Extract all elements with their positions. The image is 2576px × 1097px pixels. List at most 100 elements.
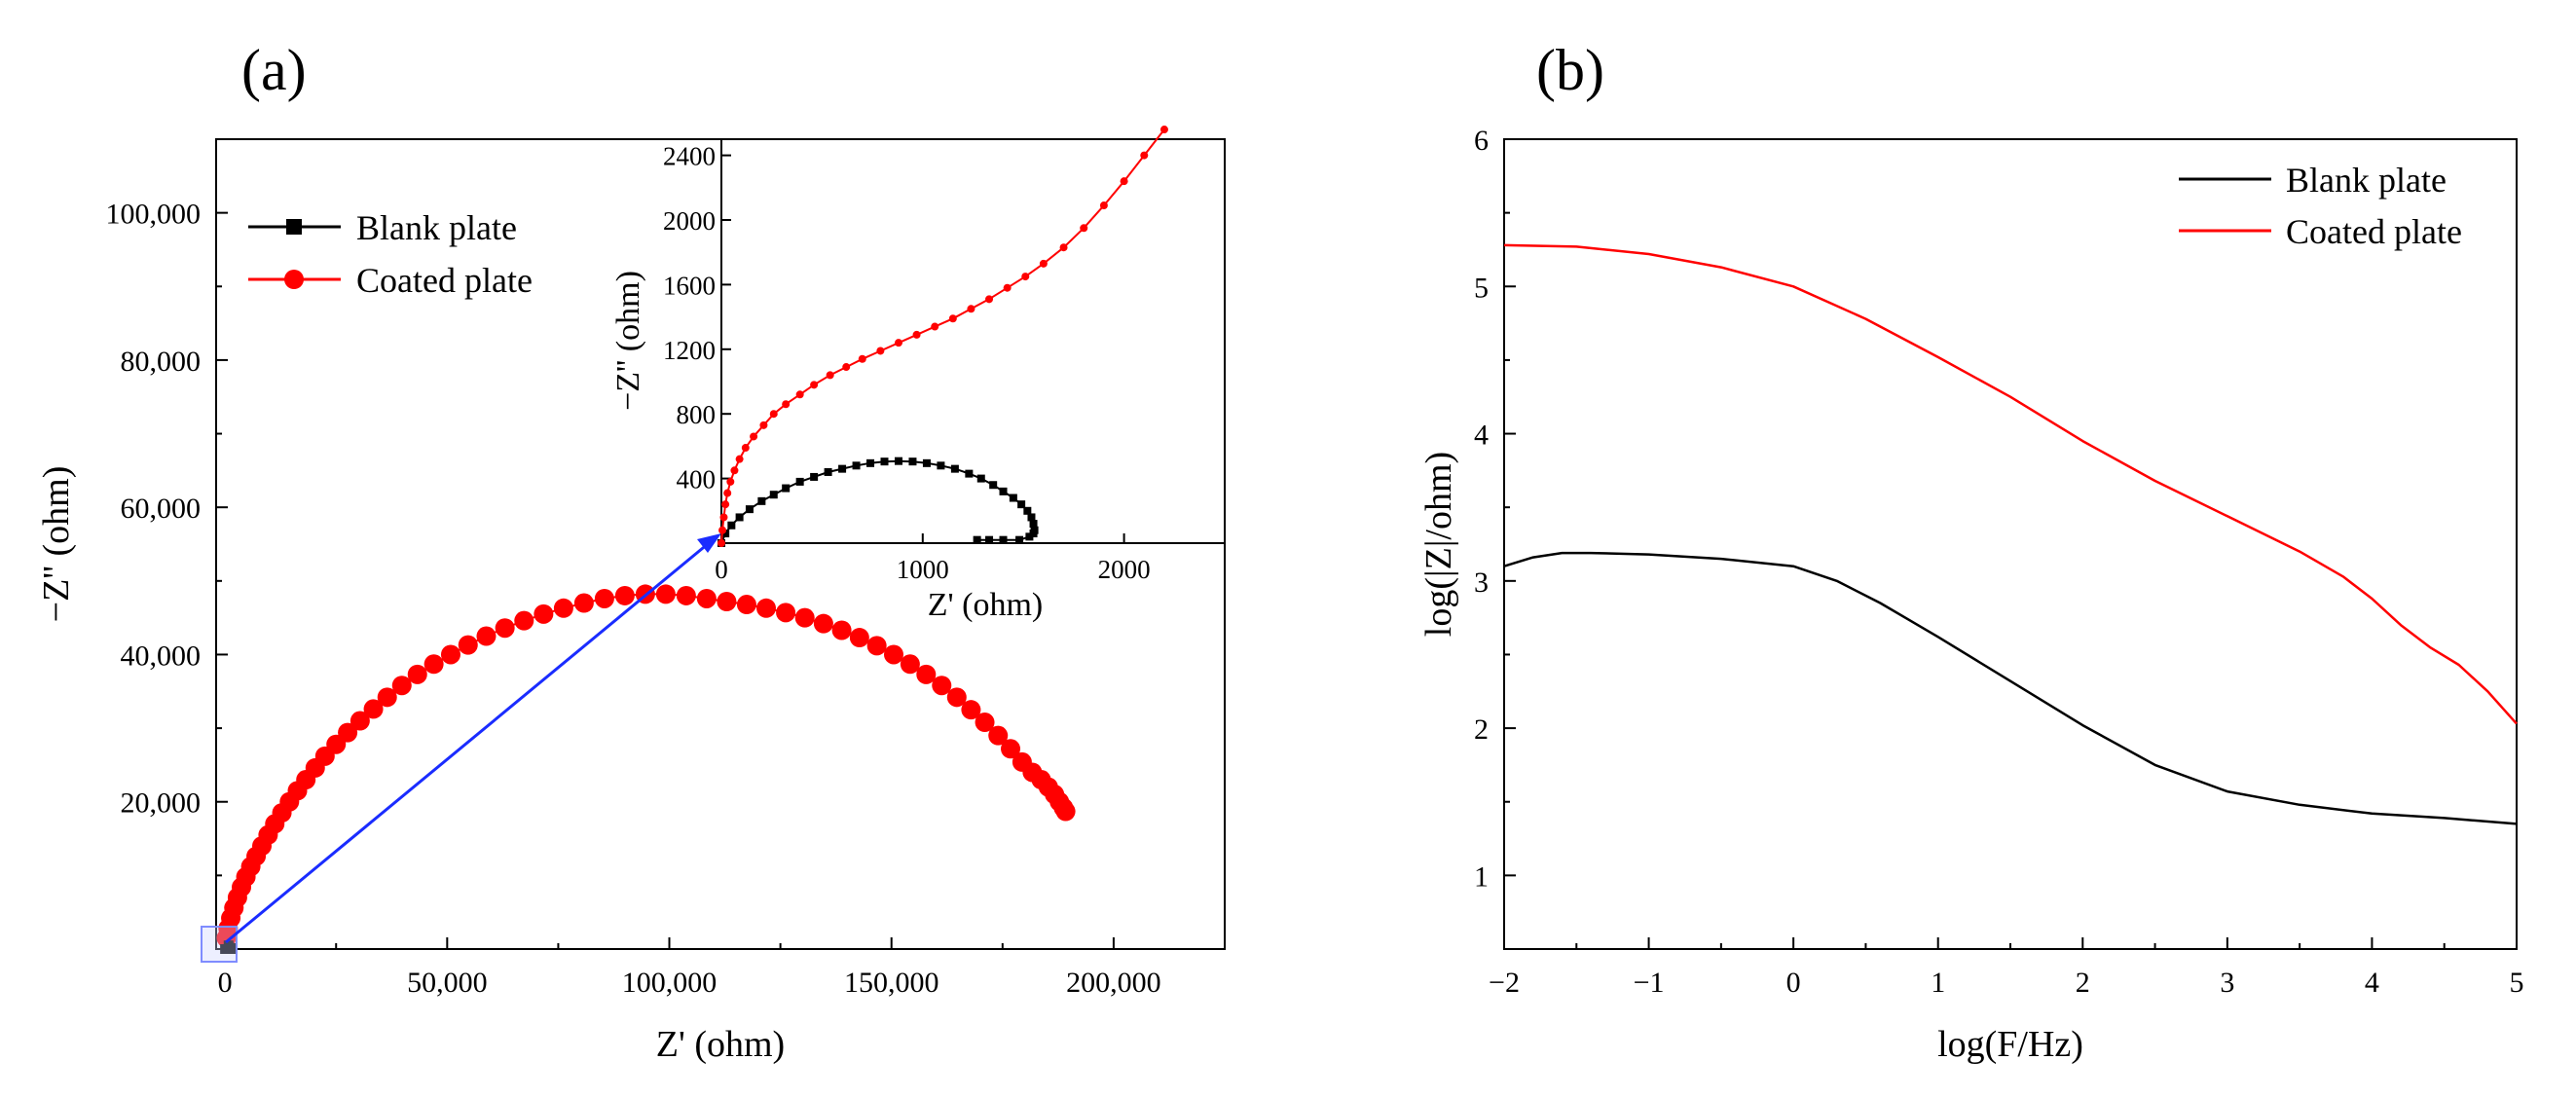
data-point-coated (831, 620, 852, 640)
inset-data-point-blank (976, 474, 985, 483)
legend-label-coated-a: Coated plate (356, 261, 533, 300)
data-point-coated (338, 722, 358, 743)
inset-x-axis-title: Z' (ohm) (928, 587, 1044, 623)
inset-data-point-blank (1029, 530, 1038, 538)
inset-data-point-blank (1015, 535, 1024, 544)
inset-data-point-coated (1159, 126, 1168, 134)
y-tick-label-a: 60,000 (121, 493, 202, 525)
data-point-coated (363, 699, 384, 719)
x-tick-label-b: 0 (1786, 967, 1801, 999)
data-point-coated (407, 664, 427, 684)
x-tick-label-a: 100,000 (622, 967, 718, 999)
data-point-coated (423, 654, 444, 675)
inset-data-point-coated (759, 421, 768, 429)
data-point-coated (476, 626, 497, 646)
data-point-coated (655, 584, 676, 604)
data-point-coated (594, 588, 614, 608)
inset-x-tick-label: 1000 (897, 555, 949, 584)
inset-data-point-coated (894, 339, 902, 347)
legend-marker-coated-a (284, 270, 304, 289)
data-point-coated (866, 636, 887, 656)
inset-data-point-blank (989, 481, 998, 490)
inset-data-point-blank (769, 491, 778, 499)
inset-data-point-coated (726, 477, 735, 486)
inset-data-point-coated (1039, 259, 1048, 268)
y-axis-title-a: −Z'' (ohm) (36, 466, 77, 623)
y-tick-label-b: 4 (1474, 420, 1489, 452)
legend-b: Blank plate Coated plate (2179, 161, 2462, 251)
inset-data-point-blank (838, 464, 847, 473)
zoom-arrowhead (697, 533, 721, 553)
data-point-coated (514, 610, 534, 631)
data-point-coated (458, 635, 478, 655)
legend-marker-blank-a (286, 219, 302, 235)
inset-data-point-coated (782, 400, 791, 409)
data-point-blank (226, 944, 237, 954)
inset-data-point-blank (999, 487, 1008, 495)
data-point-coated (696, 588, 717, 608)
inset-data-point-coated (730, 466, 739, 475)
legend-label-blank-b: Blank plate (2286, 161, 2447, 200)
y-tick-label-b: 6 (1474, 125, 1489, 157)
data-point-coated (717, 591, 737, 611)
inset-data-point-coated (741, 444, 750, 453)
panel-label-b: (b) (1536, 38, 1604, 102)
inset-data-point-coated (1140, 151, 1149, 160)
inset-data-point-blank (735, 513, 744, 522)
inset-data-point-coated (858, 354, 866, 363)
inset-y-axis-title: −Z'' (ohm) (610, 271, 646, 411)
x-tick-label-a: 50,000 (407, 967, 488, 999)
y-tick-label-b: 2 (1474, 713, 1489, 746)
data-point-coated (946, 687, 967, 708)
inset-data-point-coated (718, 539, 725, 547)
x-tick-label-b: −2 (1489, 967, 1520, 999)
legend-a: Blank plate Coated plate (248, 208, 533, 300)
inset-data-point-coated (718, 526, 727, 534)
inset-data-point-coated (1080, 224, 1088, 233)
data-point-coated (534, 603, 554, 624)
inset-series-line-coated (720, 128, 1165, 544)
x-axis-title-a: Z' (ohm) (656, 1024, 785, 1065)
x-tick-label-b: 4 (2365, 967, 2379, 999)
panel-b: (b) −2 −1 0 1 2 3 4 5 1 2 3 4 5 6 log(F/Hz) log(|Z|/ohm)… (1418, 38, 2524, 1065)
inset-data-point-blank (1023, 506, 1032, 515)
data-point-coated (988, 725, 1009, 746)
inset-data-point-blank (908, 457, 917, 466)
data-point-coated (495, 618, 515, 639)
inset-data-point-blank (880, 457, 889, 466)
inset-data-point-coated (721, 500, 730, 509)
data-point-coated (553, 598, 573, 618)
inset-data-point-coated (719, 513, 728, 522)
series-line-coated-b (1503, 243, 2518, 725)
inset-data-point-coated (795, 390, 804, 399)
inset-data-point-coated (826, 371, 834, 380)
inset-data-point-blank (721, 530, 730, 538)
inset-data-point-coated (1099, 201, 1108, 210)
inset-data-point-blank (973, 535, 981, 544)
x-tick-label-b: 2 (2076, 967, 2090, 999)
legend-label-coated-b: Coated plate (2286, 212, 2462, 251)
inset-data-point-coated (985, 295, 994, 304)
inset-data-point-coated (1120, 177, 1128, 186)
series-line-blank-b (1503, 551, 2518, 825)
data-point-coated (440, 644, 460, 665)
inset-data-point-blank (1029, 520, 1038, 529)
inset-data-point-blank (852, 461, 861, 470)
inset-data-point-blank (757, 496, 766, 505)
inset-y-tick-label: 1200 (663, 336, 716, 365)
y-tick-label-b: 1 (1474, 860, 1489, 893)
inset-data-point-coated (931, 322, 939, 331)
data-point-coated (794, 607, 815, 628)
data-point-coated (975, 713, 995, 733)
data-point-coated (350, 711, 370, 731)
y-tick-label-a: 20,000 (121, 787, 202, 820)
x-tick-label-b: 3 (2220, 967, 2234, 999)
y-tick-label-a: 100,000 (106, 199, 202, 231)
plot-frame-b (1503, 138, 2518, 950)
x-tick-label-b: 5 (2510, 967, 2524, 999)
inset-data-point-blank (810, 472, 819, 481)
inset-data-point-coated (769, 410, 778, 419)
x-tick-label-a: 150,000 (844, 967, 939, 999)
data-point-coated (883, 644, 903, 665)
inset-data-point-coated (1003, 283, 1012, 292)
